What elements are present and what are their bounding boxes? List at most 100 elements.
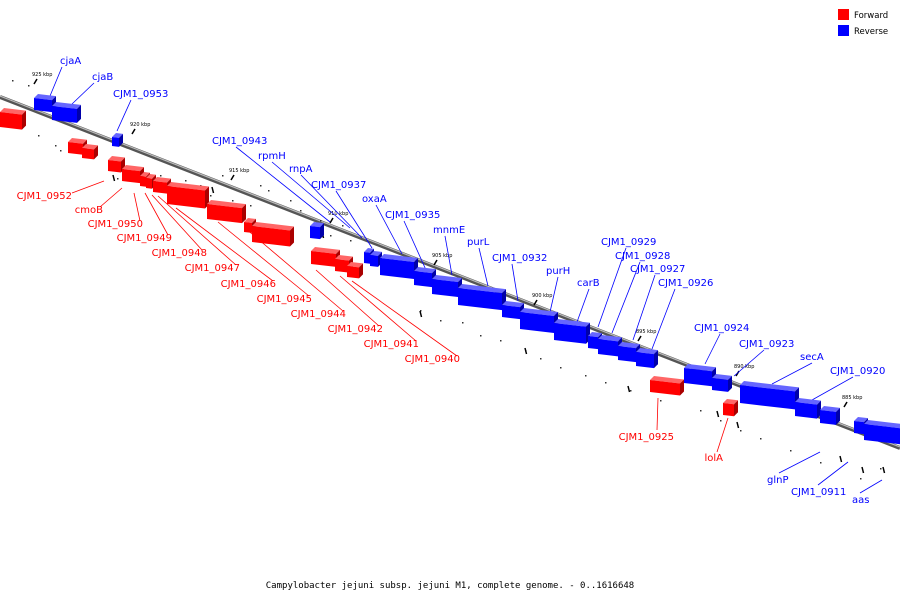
- gene-label-cjm1-0942[interactable]: CJM1_0942: [328, 324, 383, 335]
- gene-label-carb[interactable]: carB: [577, 278, 600, 289]
- gene-label-cjab[interactable]: cjaB: [92, 72, 113, 83]
- leader-line: [811, 376, 854, 401]
- gene-label-oxaa[interactable]: oxaA: [362, 194, 387, 205]
- gene-label-rpmh[interactable]: rpmH: [258, 151, 286, 162]
- gene-label-cjm1-0926[interactable]: CJM1_0926: [658, 278, 713, 289]
- gene-label-cjm1-0947[interactable]: CJM1_0947: [185, 263, 240, 274]
- marker-dot: [38, 135, 40, 137]
- gene-label-cmob[interactable]: cmoB: [75, 205, 103, 216]
- marker-dot: [232, 200, 234, 202]
- leader-line: [632, 274, 656, 341]
- leader-line: [771, 362, 813, 385]
- gene-label-cjm1-0911[interactable]: CJM1_0911: [791, 487, 846, 498]
- scale-tick-label: 885 kbp: [842, 395, 862, 401]
- leader-line: [716, 417, 729, 453]
- marker-dot: [268, 190, 270, 192]
- gene-label-cjm1-0953[interactable]: CJM1_0953: [113, 89, 168, 100]
- marker-dot: [260, 185, 262, 187]
- gene-label-purl[interactable]: purL: [467, 237, 490, 248]
- gene-label-cjm1-0937[interactable]: CJM1_0937: [311, 180, 366, 191]
- gene-label-cjm1-0920[interactable]: CJM1_0920: [830, 366, 885, 377]
- leader-line: [375, 204, 403, 255]
- gene-label-cjm1-0943[interactable]: CJM1_0943: [212, 136, 267, 147]
- marker-dot: [12, 80, 14, 82]
- legend-reverse-label: Reverse: [854, 27, 888, 37]
- scale-tick-label: 915 kbp: [229, 168, 249, 174]
- gene-label-seca[interactable]: secA: [800, 352, 824, 363]
- gene-label-cjm1-0948[interactable]: CJM1_0948: [152, 248, 207, 259]
- gene-label-cjm1-0940[interactable]: CJM1_0940: [405, 354, 460, 365]
- gene-label-cjm1-0952[interactable]: CJM1_0952: [17, 191, 72, 202]
- gene-label-cjm1-0944[interactable]: CJM1_0944: [291, 309, 346, 320]
- leader-line: [71, 180, 105, 194]
- gene-label-cjm1-0949[interactable]: CJM1_0949: [117, 233, 172, 244]
- marker-dot: [462, 322, 464, 324]
- leader-line: [817, 461, 849, 486]
- marker-dot: [585, 375, 587, 377]
- marker-dot: [700, 410, 702, 412]
- leader-line: [778, 451, 821, 474]
- legend-forward-label: Forward: [854, 11, 888, 21]
- gene-label-cjm1-0923[interactable]: CJM1_0923: [739, 339, 794, 350]
- gene-label-purh[interactable]: purH: [546, 266, 570, 277]
- leader-line: [335, 190, 373, 249]
- gene-label-cjaa[interactable]: cjaA: [60, 56, 81, 67]
- reverse-gene-block: [458, 284, 506, 311]
- leader-line: [116, 99, 132, 132]
- leader-line: [444, 235, 453, 276]
- gene-label-cjm1-0927[interactable]: CJM1_0927: [630, 264, 685, 275]
- marker-dot: [210, 195, 212, 197]
- track-dash: [716, 410, 720, 418]
- forward-gene-block: [311, 247, 340, 267]
- marker-dot: [500, 340, 502, 342]
- reverse-gene-block: [820, 406, 840, 425]
- legend-forward-swatch: [838, 9, 849, 20]
- reverse-gene-block: [432, 275, 462, 298]
- gene-label-cjm1-0924[interactable]: CJM1_0924: [694, 323, 749, 334]
- forward-gene-block: [347, 262, 363, 279]
- gene-label-cjm1-0941[interactable]: CJM1_0941: [364, 339, 419, 350]
- leader-line: [315, 269, 380, 327]
- track-dash: [112, 174, 116, 182]
- marker-dot: [880, 468, 882, 470]
- scale-tick-label: 895 kbp: [636, 329, 656, 335]
- marker-dot: [222, 175, 224, 177]
- gene-label-mnme[interactable]: mnmE: [433, 225, 465, 236]
- gene-label-lola[interactable]: lolA: [704, 453, 723, 464]
- gene-label-aas[interactable]: aas: [852, 495, 869, 506]
- marker-dot: [605, 382, 607, 384]
- marker-dot: [250, 205, 252, 207]
- scale-tick: [131, 128, 136, 135]
- reverse-gene-block: [310, 222, 324, 240]
- gene-label-rnpa[interactable]: rnpA: [289, 164, 313, 175]
- marker-dot: [660, 400, 662, 402]
- marker-dot: [185, 180, 187, 182]
- gene-label-cjm1-0925[interactable]: CJM1_0925: [619, 432, 674, 443]
- gene-label-cjm1-0945[interactable]: CJM1_0945: [257, 294, 312, 305]
- scale-tick: [637, 335, 642, 342]
- marker-dot: [330, 235, 332, 237]
- gene-label-cjm1-0950[interactable]: CJM1_0950: [88, 219, 143, 230]
- marker-dot: [55, 145, 57, 147]
- gene-label-cjm1-0929[interactable]: CJM1_0929: [601, 237, 656, 248]
- gene-label-cjm1-0935[interactable]: CJM1_0935: [385, 210, 440, 221]
- gene-label-cjm1-0928[interactable]: CJM1_0928: [615, 251, 670, 262]
- scale-tick-label: 910 kbp: [328, 211, 348, 217]
- scale-ticks: 925 kbp 920 kbp 915 kbp 910 kbp 905 kbp 900 k…: [32, 72, 886, 474]
- leader-line: [656, 397, 659, 431]
- scale-tick-label: 900 kbp: [532, 293, 552, 299]
- forward-gene-block: [207, 200, 246, 224]
- gene-features: [0, 94, 900, 445]
- reverse-gene-block: [52, 102, 81, 123]
- gene-label-cjm1-0932[interactable]: CJM1_0932: [492, 253, 547, 264]
- leader-line: [217, 221, 310, 297]
- scale-tick: [329, 217, 334, 224]
- marker-dot: [28, 85, 30, 87]
- marker-dot: [320, 220, 322, 222]
- gene-label-glnp[interactable]: glnP: [767, 475, 789, 486]
- leader-line: [175, 207, 274, 282]
- leader-line: [99, 187, 123, 208]
- gene-label-cjm1-0946[interactable]: CJM1_0946: [221, 279, 276, 290]
- marker-dot: [790, 450, 792, 452]
